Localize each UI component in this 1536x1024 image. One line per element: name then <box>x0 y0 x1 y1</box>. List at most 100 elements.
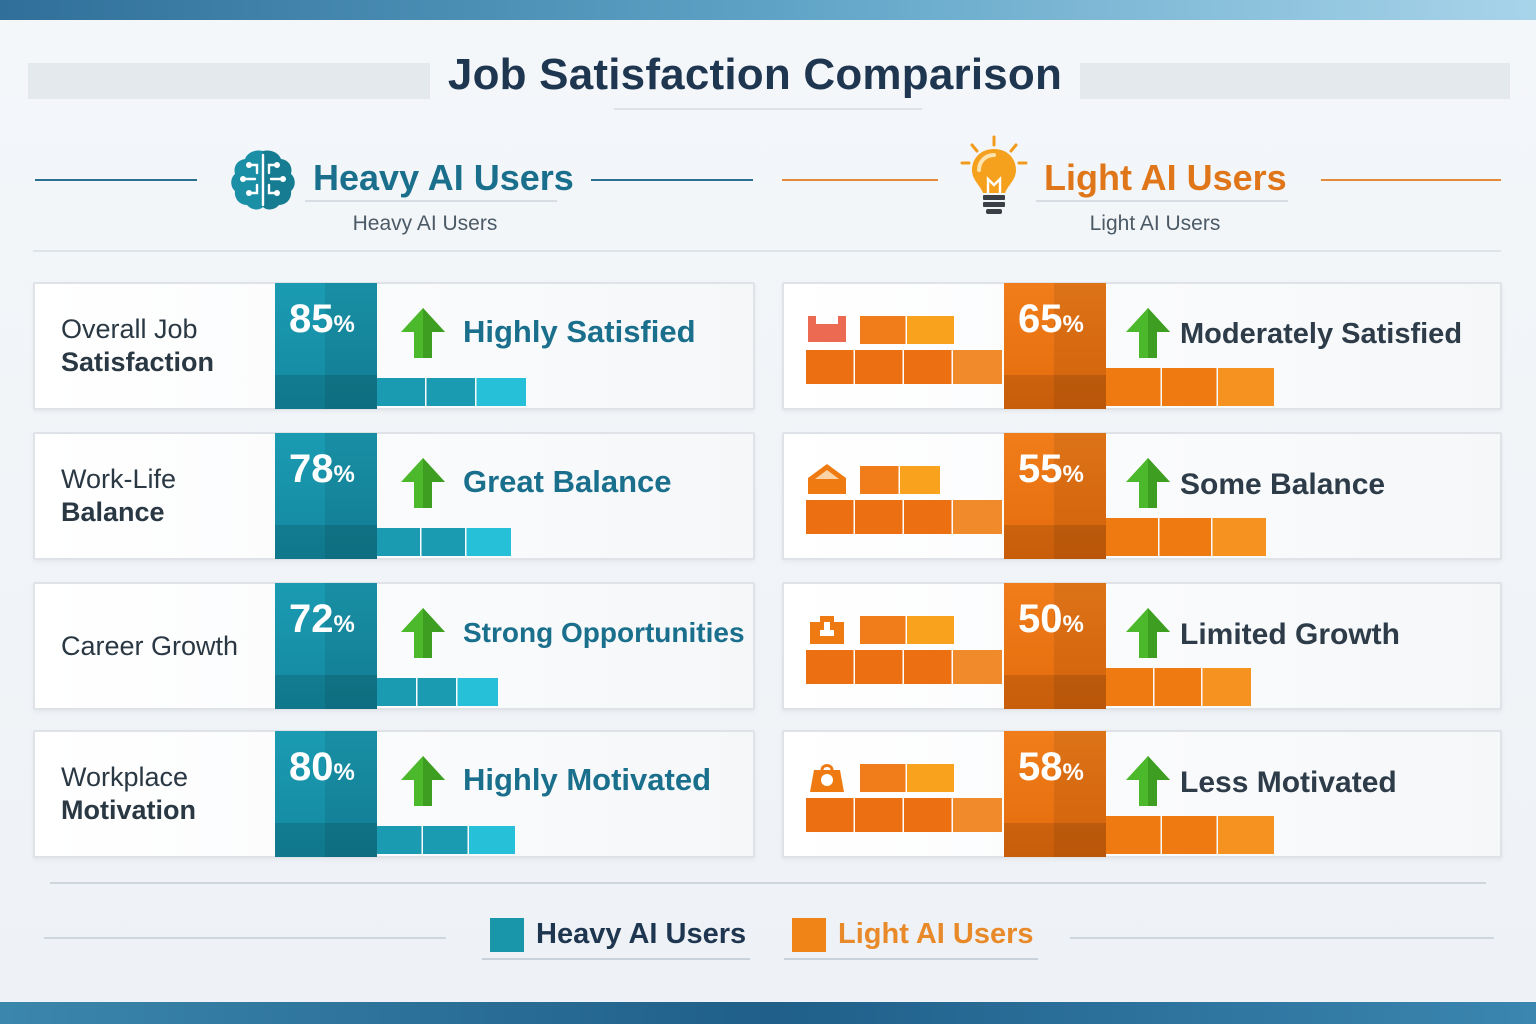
heavy-pct-value: 80% <box>289 745 355 790</box>
up-arrow-icon <box>401 458 445 508</box>
light-card: 65% Moderately Satisfied <box>782 282 1502 410</box>
pct-foot <box>275 375 377 409</box>
light-pct-sign: % <box>1062 461 1084 488</box>
legend-line-right <box>1070 937 1494 939</box>
light-pct-number: 58 <box>1018 745 1063 789</box>
pct-shade <box>1054 731 1106 857</box>
bar-segment <box>860 764 906 792</box>
bar-segment <box>469 826 515 854</box>
light-header-line-left <box>782 179 938 181</box>
light-pct-block: 50% <box>1004 583 1106 709</box>
light-title-underline <box>1036 200 1288 202</box>
light-pct-value: 55% <box>1018 447 1084 492</box>
heavy-bar <box>377 678 498 706</box>
light-pct-sign: % <box>1062 759 1084 786</box>
up-arrow-icon <box>1126 608 1170 658</box>
heavy-bar-svg <box>377 678 498 706</box>
metric-label-top: Workplace <box>61 762 189 792</box>
bar-segment <box>377 378 426 406</box>
bar-segment <box>377 678 416 706</box>
light-bar-svg <box>1106 668 1251 706</box>
bar-segment <box>806 350 854 384</box>
legend-heavy-swatch <box>490 918 524 952</box>
light-card: 58% Less Motivated <box>782 730 1502 858</box>
light-status: Moderately Satisfied <box>1180 318 1463 350</box>
light-group-header: Light AI Users Light AI Users <box>782 135 1502 245</box>
pct-foot <box>275 675 377 709</box>
light-wide-bar <box>806 500 1002 534</box>
pct-foot <box>1004 675 1106 709</box>
bar-segment <box>1154 668 1202 706</box>
bar-segment <box>423 826 468 854</box>
bar-segment <box>904 798 952 832</box>
bar-segment <box>907 764 954 792</box>
metric-label-bottom: Career Growth <box>61 630 239 661</box>
light-pct-block: 58% <box>1004 731 1106 857</box>
metric-label-bottom: Balance <box>61 497 165 527</box>
pct-shade <box>325 583 377 709</box>
metric-label-bottom: Motivation <box>61 795 196 825</box>
lightbulb-icon <box>960 135 1028 214</box>
bar-segment <box>1212 518 1266 556</box>
bar-segment <box>1106 518 1158 556</box>
heavy-pct-sign: % <box>333 611 355 638</box>
bar-segment <box>806 500 854 534</box>
heavy-pct-number: 80 <box>289 745 334 789</box>
heavy-bar-svg <box>377 378 526 406</box>
pct-shade <box>325 283 377 409</box>
heavy-pct-sign: % <box>333 311 355 338</box>
bar-segment <box>904 500 952 534</box>
bar-segment <box>806 650 854 684</box>
pct-foot <box>1004 823 1106 857</box>
light-pct-value: 58% <box>1018 745 1084 790</box>
brain-icon <box>231 150 295 210</box>
bar-segment <box>904 650 952 684</box>
heavy-pct-sign: % <box>333 461 355 488</box>
heavy-pct-value: 78% <box>289 447 355 492</box>
bar-segment <box>1159 518 1212 556</box>
metric-label: Overall Job Satisfaction <box>61 284 281 408</box>
light-status: Less Motivated <box>1180 766 1397 799</box>
heavy-status: Highly Motivated <box>463 762 712 797</box>
light-bar-svg <box>1106 368 1274 406</box>
light-group-subtitle: Light AI Users <box>1089 212 1221 235</box>
metric-label-top: Work-Life <box>61 464 177 494</box>
bar-segment <box>426 378 475 406</box>
light-pct-sign: % <box>1062 311 1084 338</box>
up-arrow-icon <box>401 308 445 358</box>
bar-segment <box>806 798 854 832</box>
legend-light-label: Light AI Users <box>838 918 1034 950</box>
bar-segment <box>457 678 498 706</box>
heavy-title-underline <box>305 200 557 202</box>
light-header-line-right <box>1321 179 1501 181</box>
heavy-pct-value: 72% <box>289 597 355 642</box>
up-arrow-icon <box>401 756 445 806</box>
up-arrow-icon <box>1126 458 1170 508</box>
light-pct-block: 55% <box>1004 433 1106 559</box>
legend-light-swatch <box>792 918 826 952</box>
legend-line-left <box>44 937 446 939</box>
heavy-group-subtitle: Heavy AI Users <box>352 212 498 235</box>
light-pct-number: 50 <box>1018 597 1063 641</box>
box-icon <box>808 316 846 342</box>
bar-segment <box>855 650 903 684</box>
pct-shade <box>325 433 377 559</box>
header-divider <box>33 250 1501 252</box>
footer-divider <box>50 882 1486 884</box>
bar-segment <box>421 528 465 556</box>
heavy-bar <box>377 826 515 854</box>
heavy-card: Work-Life Balance 78% Great Balance <box>33 432 755 560</box>
pct-shade <box>1054 583 1106 709</box>
light-bar <box>1106 668 1251 706</box>
bag-icon <box>810 764 844 792</box>
light-pct-number: 65 <box>1018 297 1063 341</box>
bar-segment <box>953 798 1002 832</box>
light-mini-bar <box>860 316 954 344</box>
heavy-pct-block: 78% <box>275 433 377 559</box>
light-bar <box>1106 368 1274 406</box>
legend-heavy-label: Heavy AI Users <box>536 918 747 950</box>
metric-label-text: Workplace Motivation <box>61 761 196 827</box>
pct-foot <box>275 525 377 559</box>
heavy-pct-number: 72 <box>289 597 334 641</box>
bar-segment <box>1218 368 1274 406</box>
